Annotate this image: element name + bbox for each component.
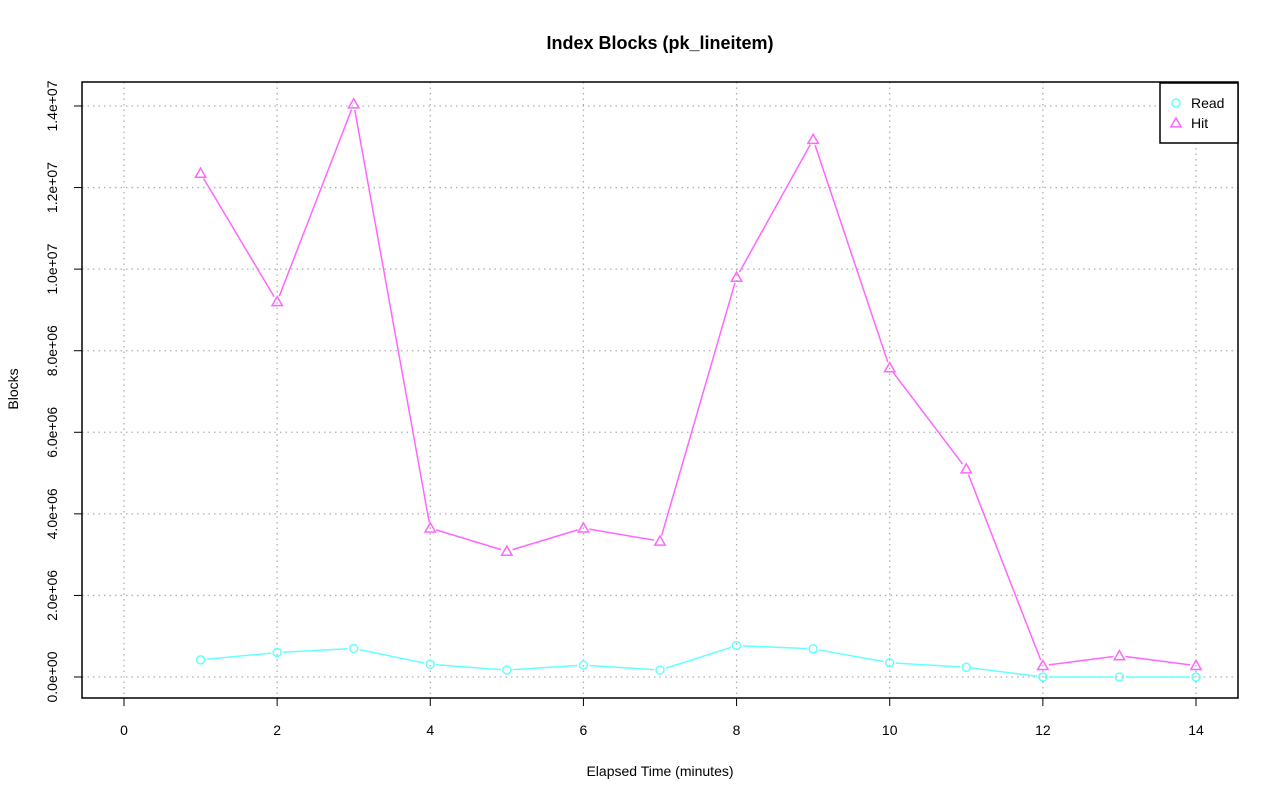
data-point (1114, 672, 1125, 682)
data-point (653, 534, 667, 546)
legend-marker (1171, 98, 1181, 108)
data-point (270, 295, 284, 307)
y-tick-label: 8.0e+06 (44, 325, 60, 376)
y-tick-label: 1.2e+07 (44, 162, 60, 213)
series-line-segment (589, 664, 655, 671)
data-point (1038, 672, 1048, 682)
series-line-segment (895, 662, 961, 668)
axes: 0 2 4 6 8 10 12 14 0.0e+00 2.0e+06 4.0e+06 6.0e+06 8… (44, 80, 1204, 738)
series-line-segment (1048, 655, 1114, 666)
data-point (1036, 658, 1050, 671)
series-line-segment (892, 372, 964, 465)
legend-label: Hit (1191, 115, 1208, 131)
x-tick-label: 4 (426, 722, 434, 738)
series-line-segment (512, 529, 578, 551)
legend-marker (1169, 116, 1183, 128)
y-tick-label: 2.0e+06 (44, 570, 60, 621)
series-line-segment (660, 282, 736, 536)
x-tick-label: 14 (1188, 722, 1204, 738)
y-axis-label: Blocks (5, 368, 21, 409)
series-line-segment (283, 648, 348, 653)
legend-label: Read (1191, 95, 1224, 111)
x-tick-label: 2 (273, 722, 281, 738)
plot-frame (81, 81, 1239, 699)
data-point (884, 657, 895, 668)
series-line-segment (436, 664, 501, 671)
data-point (502, 665, 512, 675)
y-tick-label: 1.4e+07 (44, 80, 60, 131)
x-tick-label: 0 (120, 722, 128, 738)
y-tick-label: 6.0e+06 (44, 407, 60, 458)
data-point (961, 662, 972, 672)
data-point (576, 521, 590, 533)
x-tick-label: 12 (1035, 722, 1051, 738)
data-point (194, 166, 208, 178)
series-line-segment (738, 144, 811, 273)
data-point (423, 521, 437, 533)
series-line-segment (818, 649, 884, 663)
series-line-segment (972, 667, 1038, 677)
series-line-segment (512, 664, 578, 671)
series-line-segment (1125, 655, 1191, 666)
x-tick-label: 10 (882, 722, 898, 738)
y-tick-label: 0.0e+00 (44, 651, 60, 702)
data-point (272, 647, 282, 658)
data-point (1112, 649, 1126, 661)
series-line-segment (665, 646, 732, 669)
legend: Read Hit (1159, 82, 1239, 144)
data-point (959, 462, 973, 474)
data-point (425, 659, 436, 670)
legend-box (1159, 82, 1239, 144)
series-line-segment (202, 178, 275, 298)
y-tick-label: 1.0e+07 (44, 243, 60, 294)
data-point (195, 655, 206, 665)
series-hit (194, 97, 1203, 671)
data-point (808, 644, 818, 654)
data-point (1189, 658, 1203, 671)
series-line-segment (814, 144, 889, 363)
grid (82, 82, 1238, 698)
data-point (578, 660, 589, 670)
data-point (806, 132, 820, 145)
series-read (195, 640, 1201, 682)
series-line-segment (435, 529, 502, 551)
data-point (730, 270, 744, 282)
data-point (500, 544, 514, 557)
data-point (731, 640, 742, 651)
x-tick-label: 8 (733, 722, 741, 738)
data-point (655, 665, 665, 675)
series-line-segment (206, 652, 272, 661)
data-point (1191, 672, 1201, 682)
data-point (883, 361, 897, 373)
series-line-segment (742, 645, 808, 650)
series (194, 97, 1203, 682)
chart-title: Index Blocks (pk_lineitem) (546, 33, 773, 53)
y-tick-label: 4.0e+06 (44, 488, 60, 539)
series-line-segment (278, 109, 353, 297)
x-axis-label: Elapsed Time (minutes) (586, 763, 733, 779)
series-line-segment (359, 648, 425, 664)
series-line-segment (354, 109, 430, 523)
data-point (348, 643, 359, 654)
x-tick-label: 6 (580, 722, 588, 738)
series-line-segment (967, 474, 1042, 661)
series-line-segment (589, 528, 655, 541)
data-point (347, 97, 361, 109)
